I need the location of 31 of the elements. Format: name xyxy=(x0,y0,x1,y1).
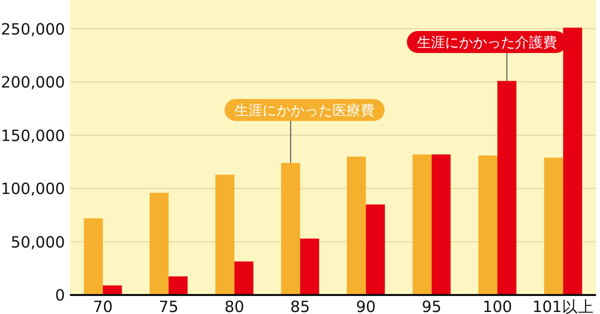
series-label: 生涯にかかった介護費 xyxy=(416,35,557,51)
x-tick-label: 101以上 xyxy=(532,298,594,314)
bar xyxy=(366,204,385,295)
bar xyxy=(150,192,169,295)
bar xyxy=(544,158,564,295)
y-tick-label: 250,000 xyxy=(0,20,65,38)
x-tick-label: 100 xyxy=(482,298,512,314)
bar xyxy=(563,28,582,295)
bar xyxy=(215,174,234,295)
y-tick-label: 50,000 xyxy=(10,233,65,252)
bar xyxy=(300,238,320,295)
bar xyxy=(234,261,254,295)
text: 生涯にかかった医療費 xyxy=(234,103,375,119)
x-tick-label: 90 xyxy=(356,298,376,314)
bar xyxy=(478,155,498,295)
bar xyxy=(497,80,516,295)
x-tick-label: 70 xyxy=(93,298,113,314)
bar xyxy=(281,162,300,295)
bar xyxy=(84,218,103,295)
y-tick-label: 150,000 xyxy=(0,126,65,145)
x-tick-label: 80 xyxy=(224,298,244,314)
bar xyxy=(346,156,366,295)
x-tick-label: 85 xyxy=(290,298,310,314)
x-tick-label: 95 xyxy=(422,298,442,314)
x-tick-label: 75 xyxy=(158,298,178,314)
bar xyxy=(168,276,188,295)
bar xyxy=(432,154,451,295)
bar xyxy=(412,154,432,295)
y-tick-label: 100,000 xyxy=(0,180,65,198)
y-tick-label: 200,000 xyxy=(0,74,65,92)
y-tick-label: 0 xyxy=(55,286,65,304)
